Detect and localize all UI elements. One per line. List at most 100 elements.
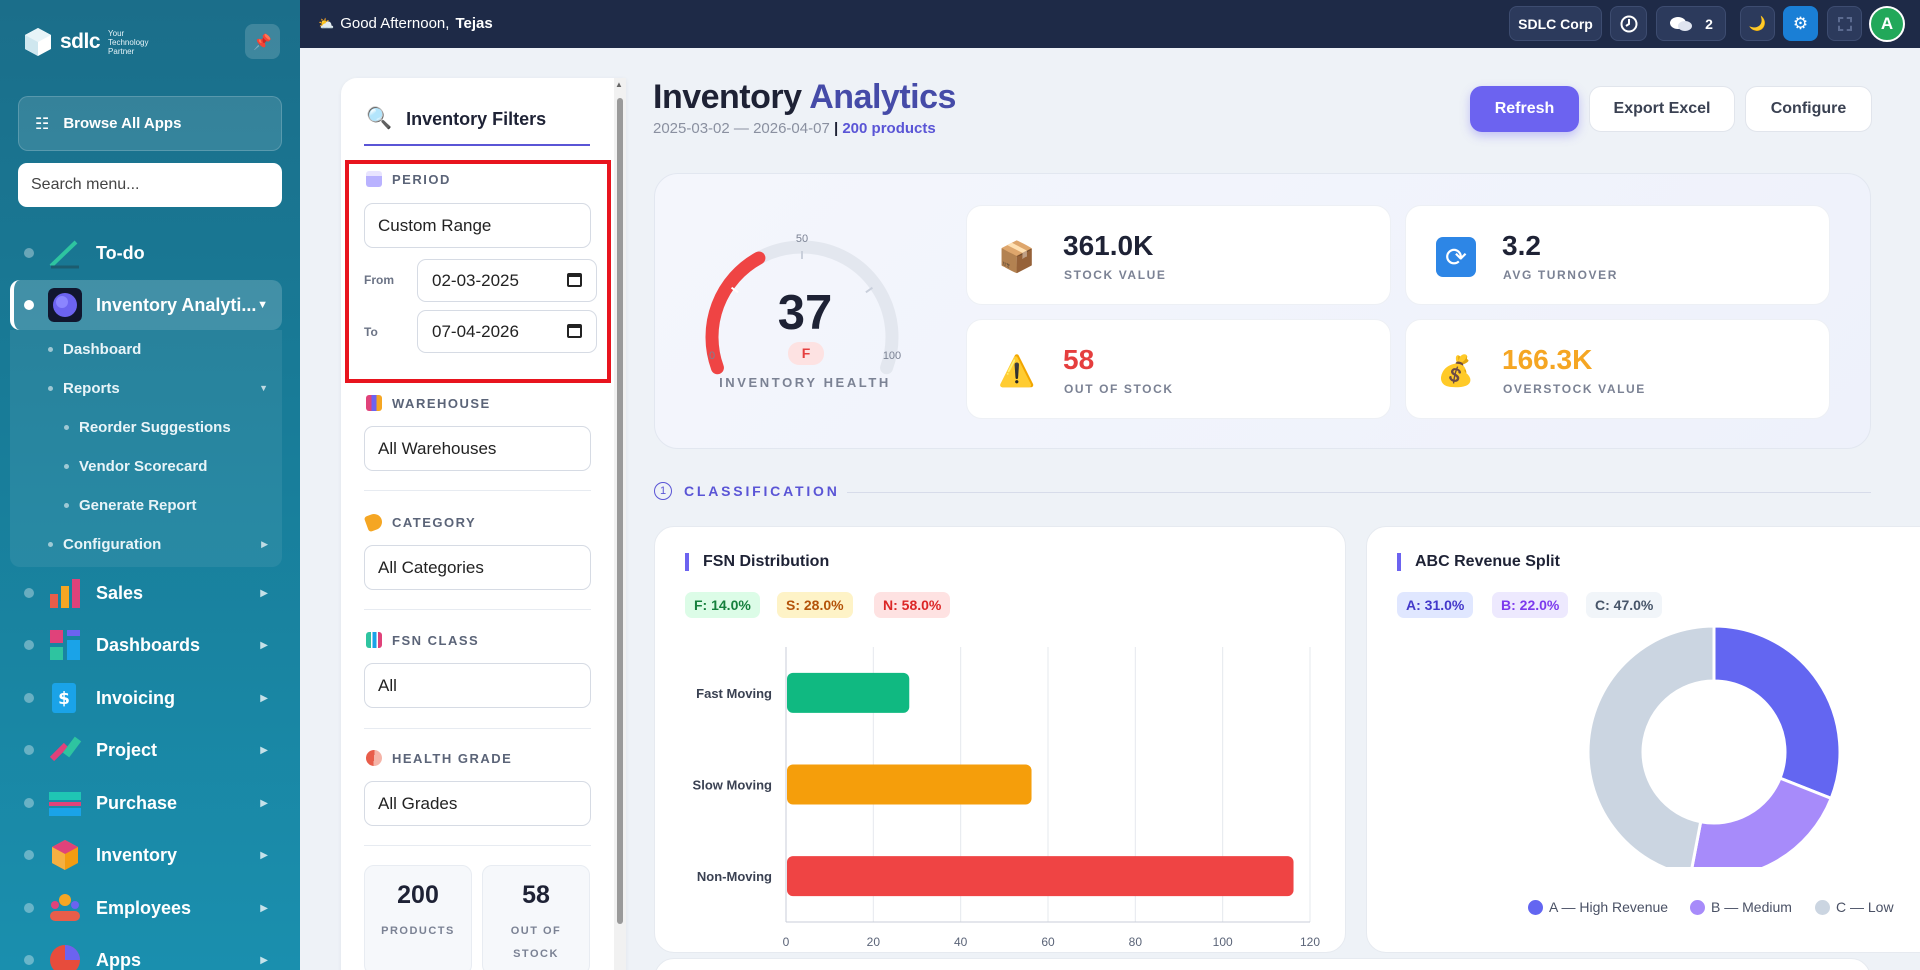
fsn-chart-title: FSN Distribution — [685, 553, 829, 571]
submenu-reports[interactable]: Reports ▼ — [48, 380, 268, 397]
gauge-ticks — [730, 251, 874, 294]
kpi-label: OVERSTOCK VALUE — [1503, 382, 1646, 396]
fsn-class-select[interactable]: All — [364, 663, 591, 708]
health-grade-label: HEALTH GRADE — [362, 746, 512, 770]
gauge-tick — [865, 286, 874, 294]
company-switcher[interactable]: SDLC Corp — [1509, 6, 1602, 41]
gauge-mid-label: 50 — [796, 233, 808, 245]
nav-item-sales[interactable]: Sales ▶ — [10, 569, 282, 617]
company-logo[interactable]: sdlc Your Technology Partner — [24, 24, 154, 60]
gauge-tick — [730, 286, 739, 294]
mini-stat-value: 200 — [397, 881, 439, 909]
refresh-button[interactable]: Refresh — [1470, 86, 1579, 132]
abc-pill-a: A: 31.0% — [1397, 592, 1474, 618]
nav-item-inventory[interactable]: Inventory ▶ — [10, 831, 282, 879]
calendar-picker-icon[interactable] — [567, 273, 582, 287]
abc-pill-b: B: 22.0% — [1492, 592, 1569, 618]
legend-swatch — [1815, 899, 1830, 915]
donut-slice-2 — [1586, 627, 1716, 867]
dark-mode-toggle[interactable]: 🌙 — [1740, 6, 1775, 41]
period-select[interactable]: Custom Range — [364, 203, 591, 248]
filter-scrollbar-thumb[interactable] — [617, 98, 623, 924]
legend-item[interactable]: B — Medium — [1690, 899, 1792, 915]
kpi-label: STOCK VALUE — [1064, 268, 1167, 282]
inventory-box-icon — [52, 840, 78, 870]
nav-item-todo[interactable]: To-do — [10, 229, 282, 277]
fullscreen-button[interactable] — [1827, 6, 1862, 41]
section-divider — [847, 492, 1871, 493]
todo-icon — [49, 240, 79, 269]
nav-label: To-do — [96, 242, 145, 263]
bar-non-moving — [787, 856, 1294, 897]
nav-item-apps[interactable]: Apps ▶ — [10, 936, 282, 970]
fsn-bar-chart: 0 20 40 60 80 100 120 Fast Moving Slow Moving Non… — [693, 647, 1320, 949]
settings-button[interactable]: ⚙ — [1783, 6, 1818, 41]
warehouse-label: WAREHOUSE — [366, 395, 491, 411]
mini-stat-value: 58 — [522, 881, 550, 909]
submenu-reorder-suggestions[interactable]: Reorder Suggestions — [64, 419, 231, 436]
health-grade-select[interactable]: All Grades — [364, 781, 591, 826]
user-avatar[interactable]: A — [1869, 6, 1905, 42]
nav-item-employees[interactable]: Employees ▶ — [10, 884, 282, 932]
abc-revenue-card: ABC Revenue Split A: 31.0% B: 22.0% C: 4… — [1366, 526, 1920, 953]
chevron-right-icon: ▶ — [260, 639, 268, 651]
tag-icon — [363, 511, 385, 533]
nav-label: Project — [96, 739, 158, 760]
browse-all-apps-button[interactable]: ☷ Browse All Apps — [18, 96, 282, 151]
export-excel-button[interactable]: Export Excel — [1589, 86, 1735, 132]
chevron-down-icon: ▼ — [259, 383, 268, 393]
section-number: 1 — [654, 482, 672, 500]
nav-item-dashboards[interactable]: Dashboards ▶ — [10, 621, 282, 669]
legend-item[interactable]: C — Low — [1815, 899, 1894, 915]
scroll-up-arrow-icon[interactable]: ▲ — [615, 80, 623, 89]
legend-item[interactable]: A — High Revenue — [1528, 899, 1668, 915]
brand-tagline: Your Technology Partner — [108, 28, 149, 56]
calendar-picker-icon[interactable] — [567, 324, 582, 338]
divider — [364, 845, 591, 846]
chevron-right-icon: ▶ — [260, 744, 268, 756]
kpi-stock-value: 📦 361.0K STOCK VALUE — [966, 205, 1391, 305]
fsn-distribution-card: FSN Distribution F: 14.0% S: 28.0% N: 58… — [654, 526, 1346, 953]
category-select[interactable]: All Categories — [364, 545, 591, 590]
kpi-out-of-stock: ⚠️ 58 OUT OF STOCK — [966, 319, 1391, 419]
configure-button[interactable]: Configure — [1745, 86, 1872, 132]
submenu-configuration[interactable]: Configuration ▶ — [48, 536, 268, 553]
legend-label: A — High Revenue — [1549, 899, 1669, 915]
to-date-input[interactable]: 07-04-2026 — [417, 310, 597, 353]
nav-label: Inventory — [96, 844, 178, 865]
nav-item-invoicing[interactable]: $ Invoicing ▶ — [10, 674, 282, 722]
submenu-vendor-scorecard[interactable]: Vendor Scorecard — [64, 458, 207, 475]
divider — [364, 609, 591, 610]
health-score: 37 — [777, 286, 833, 340]
submenu-generate-report[interactable]: Generate Report — [64, 497, 197, 514]
kpi-value: 361.0K — [1063, 230, 1154, 261]
employees-icon — [50, 894, 80, 921]
nav-label: Invoicing — [96, 687, 176, 708]
pin-sidebar-button[interactable]: 📌 — [245, 24, 280, 59]
refresh-icon: ⟳ — [1436, 237, 1476, 277]
nav-item-inventory-analytics[interactable]: Inventory Analyti... ▼ — [10, 280, 282, 330]
page-subtitle: 2025-03-02 — 2026-04-07 | 200 products — [653, 120, 936, 137]
section-title: CLASSIFICATION — [684, 483, 840, 499]
messages-button[interactable]: 2 — [1656, 6, 1726, 41]
chevron-right-icon: ▶ — [260, 692, 268, 704]
from-date-input[interactable]: 02-03-2025 — [417, 259, 597, 302]
warehouse-select[interactable]: All Warehouses — [364, 426, 591, 471]
x-tick-label: 0 — [783, 935, 790, 949]
kpi-label: OUT OF STOCK — [1064, 382, 1174, 396]
bar-slow-moving — [787, 764, 1032, 805]
svg-text:$: $ — [58, 689, 70, 709]
bar-chart-icon — [366, 632, 382, 648]
expand-icon — [1837, 16, 1852, 31]
mini-stat-out-of-stock: 58 OUT OF STOCK — [482, 865, 590, 970]
search-menu-input[interactable] — [18, 163, 282, 207]
kpi-value: 166.3K — [1502, 344, 1593, 375]
legend-label: C — Low — [1836, 899, 1894, 915]
activity-clock-button[interactable] — [1610, 6, 1647, 41]
submenu-dashboard[interactable]: Dashboard — [48, 341, 141, 358]
nav-item-purchase[interactable]: Purchase ▶ — [10, 779, 282, 827]
x-tick-label: 80 — [1129, 935, 1143, 949]
brand-name: sdlc — [60, 30, 101, 53]
nav-item-project[interactable]: Project ▶ — [10, 726, 282, 774]
health-grade-badge: F — [788, 342, 824, 365]
